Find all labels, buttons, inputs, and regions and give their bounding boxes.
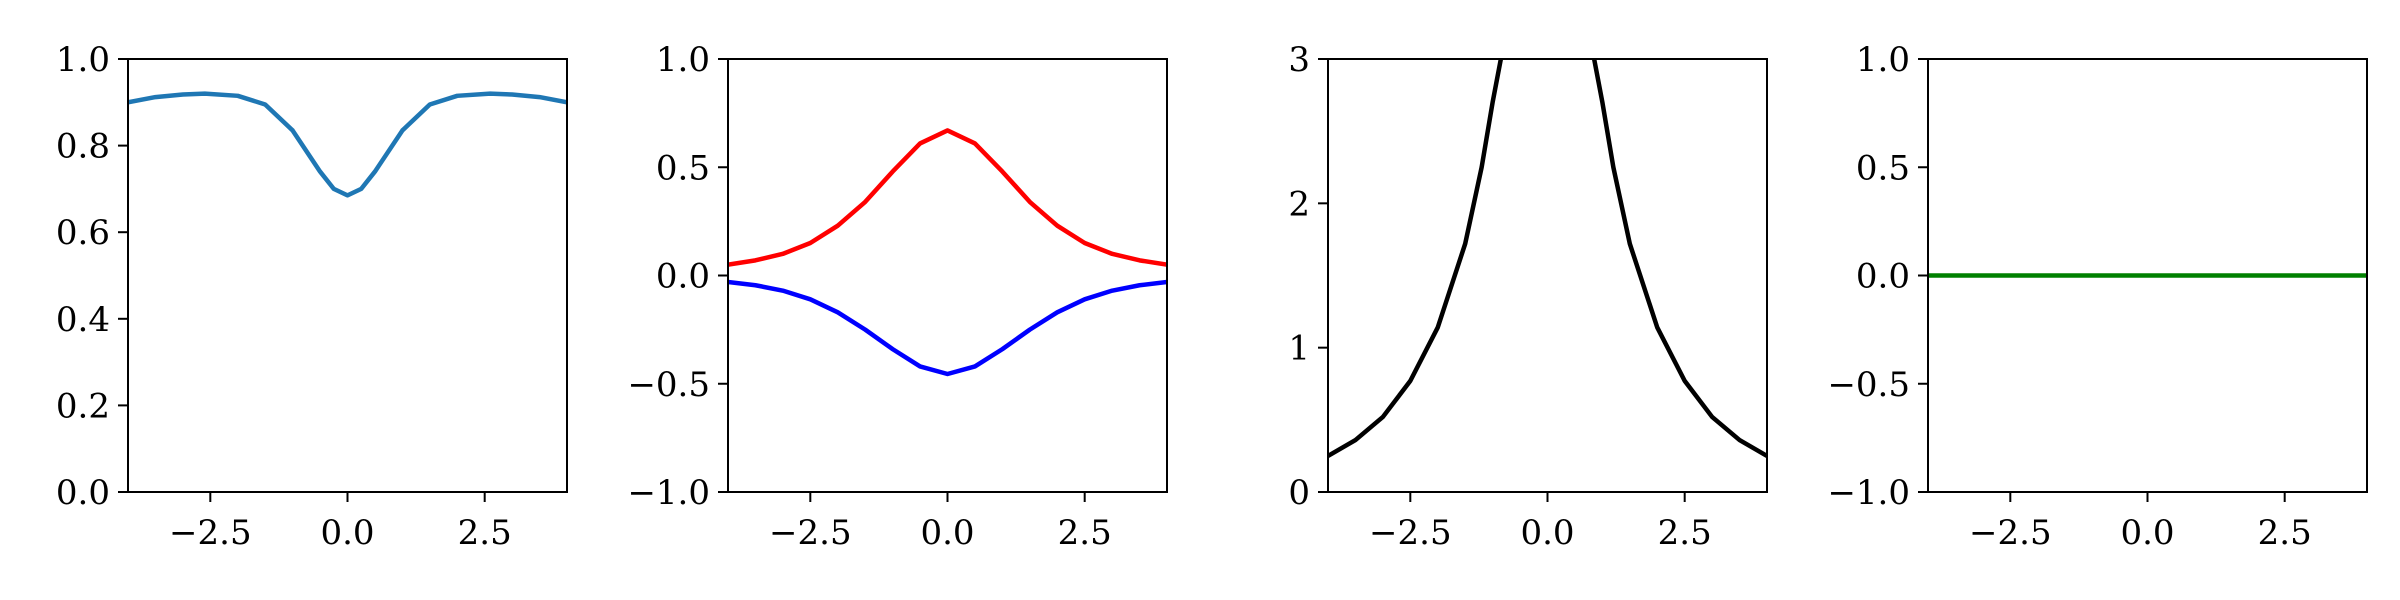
y-tick-label: 0.6 (56, 213, 110, 253)
y-tick-label: 0.0 (656, 257, 710, 297)
x-tick-label: 2.5 (1058, 513, 1112, 553)
y-tick-label: 3 (1288, 40, 1310, 80)
y-tick-label: −0.5 (627, 365, 710, 405)
x-tick-label: −2.5 (169, 513, 252, 553)
series-line-1 (1328, 59, 1504, 458)
x-tick-label: −2.5 (769, 513, 852, 553)
x-tick-label: 2.5 (2258, 513, 2312, 553)
x-tick-label: −2.5 (1969, 513, 2052, 553)
y-tick-label: 1.0 (56, 40, 110, 80)
axes-frame (727, 58, 1168, 493)
x-tick-label: −2.5 (1369, 513, 1452, 553)
y-tick-label: 0.8 (56, 127, 110, 167)
y-tick-label: 0.2 (56, 386, 110, 426)
axes-frame (127, 58, 568, 493)
series-line-2 (728, 279, 1167, 377)
y-tick-label: 0.5 (1856, 148, 1910, 188)
series-line-2 (1591, 59, 1767, 458)
axes-frame (1327, 58, 1768, 493)
x-tick-label: 0.0 (320, 513, 374, 553)
subplot-1: −2.5 0.0 2.5 0.0 0.2 0.4 0.6 0.8 1.0 (56, 40, 568, 553)
y-tick-label: −1.0 (1827, 473, 1910, 513)
y-tick-label: 0.4 (56, 300, 110, 340)
y-tick-label: 1.0 (1856, 40, 1910, 80)
y-tick-label: 2 (1288, 184, 1310, 224)
x-tick-label: 0.0 (2120, 513, 2174, 553)
y-tick-label: 0.5 (656, 148, 710, 188)
x-tick-label: 0.0 (920, 513, 974, 553)
y-tick-label: 0 (1288, 473, 1310, 513)
subplot-2: −2.5 0.0 2.5 −1.0 −0.5 0.0 0.5 1.0 (627, 40, 1168, 553)
series-line-1 (728, 128, 1167, 267)
y-tick-label: 0.0 (1856, 257, 1910, 297)
y-tick-label: −0.5 (1827, 365, 1910, 405)
y-tick-label: −1.0 (627, 473, 710, 513)
subplot-4: −2.5 0.0 2.5 −1.0 −0.5 0.0 0.5 1.0 (1827, 40, 2368, 553)
x-tick-label: 2.5 (1658, 513, 1712, 553)
y-tick-label: 0.0 (56, 473, 110, 513)
x-tick-label: 0.0 (1520, 513, 1574, 553)
x-tick-label: 2.5 (458, 513, 512, 553)
subplot-3: −2.5 0.0 2.5 0 1 2 3 (1288, 40, 1768, 553)
y-tick-label: 1 (1288, 329, 1310, 369)
series-line-1 (128, 91, 567, 198)
y-tick-label: 1.0 (656, 40, 710, 80)
